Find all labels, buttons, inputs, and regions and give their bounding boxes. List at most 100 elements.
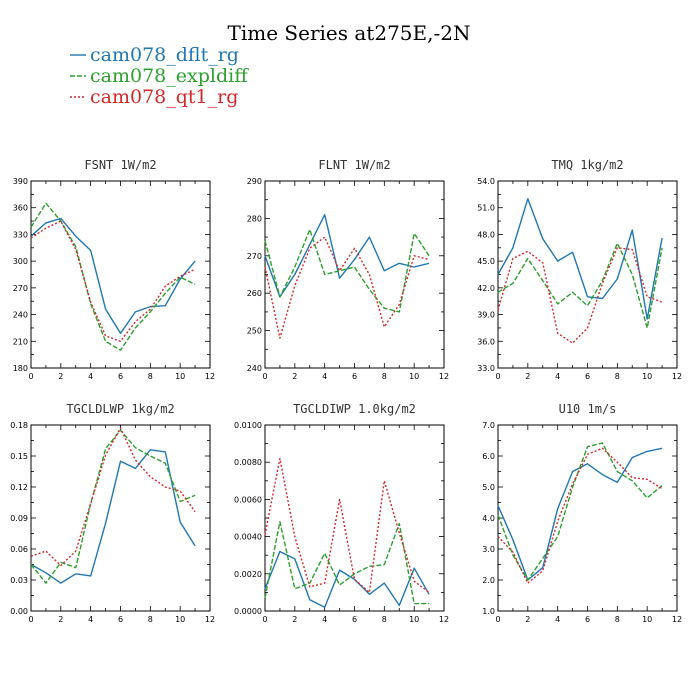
x-tick-label: 6 — [585, 372, 590, 381]
y-tick-label: 48.0 — [477, 230, 495, 239]
chart-panel-2: FLNT 1W/m2 0 2 4 6 8 10 12 240 250 260 270 280 290 — [247, 158, 449, 381]
x-tick-label: 10 — [409, 372, 419, 381]
series-line-cam078_qt1_rg — [30, 220, 196, 342]
y-tick-label: 270 — [13, 284, 28, 293]
x-tick-label: 8 — [615, 372, 620, 381]
y-tick-label: 7.0 — [482, 421, 495, 430]
x-tick-label: 4 — [555, 372, 560, 381]
series-line-cam078_qt1_rg — [497, 247, 663, 344]
x-tick-label: 2 — [58, 615, 63, 624]
x-tick-label: 0 — [28, 615, 33, 624]
y-tick-label: 0.0040 — [234, 533, 262, 542]
x-tick-label: 12 — [205, 615, 215, 624]
chart-title: FSNT 1W/m2 — [84, 158, 156, 172]
x-tick-label: 4 — [555, 615, 560, 624]
x-tick-label: 2 — [292, 615, 297, 624]
x-tick-label: 10 — [642, 615, 652, 624]
y-tick-label: 0.12 — [10, 483, 28, 492]
y-tick-label: 0.00 — [10, 607, 28, 616]
y-tick-label: 240 — [13, 311, 28, 320]
y-tick-label: 0.0020 — [234, 570, 262, 579]
y-tick-label: 250 — [247, 327, 262, 336]
y-tick-label: 0.06 — [10, 545, 28, 554]
x-tick-label: 2 — [525, 372, 530, 381]
legend-label-qt1: cam078_qt1_rg — [90, 86, 238, 108]
y-tick-label: 210 — [13, 337, 28, 346]
x-tick-label: 8 — [615, 615, 620, 624]
x-tick-label: 2 — [58, 372, 63, 381]
y-tick-label: 300 — [13, 257, 28, 266]
figure-title: Time Series at275E,-2N — [228, 21, 471, 45]
y-tick-label: 36.0 — [477, 337, 495, 346]
y-tick-label: 42.0 — [477, 284, 495, 293]
series-line-cam078_dflt_rg — [264, 550, 430, 608]
y-tick-label: 0.0100 — [234, 421, 262, 430]
chart-title: TMQ 1kg/m2 — [551, 158, 623, 172]
x-tick-label: 2 — [292, 372, 297, 381]
y-tick-label: 0.09 — [10, 514, 28, 523]
plot-frame — [264, 424, 445, 612]
chart-panel-5: TGCLDIWP 1.0kg/m2 0 2 4 6 8 10 12 0.0000 0.0020 0.… — [234, 402, 449, 624]
series-line-cam078_dflt_rg — [497, 198, 663, 320]
x-tick-label: 8 — [148, 372, 153, 381]
plot-frame — [30, 424, 211, 612]
y-tick-label: 260 — [247, 289, 262, 298]
y-tick-label: 2.0 — [482, 576, 495, 585]
x-tick-label: 4 — [88, 615, 93, 624]
x-tick-label: 6 — [352, 615, 357, 624]
plot-frame — [497, 424, 678, 612]
x-tick-label: 0 — [495, 615, 500, 624]
chart-title: FLNT 1W/m2 — [318, 158, 390, 172]
series-line-cam078_qt1_rg — [497, 447, 663, 584]
y-tick-label: 33.0 — [477, 364, 495, 373]
x-tick-label: 0 — [262, 615, 267, 624]
y-tick-label: 240 — [247, 364, 262, 373]
x-tick-label: 12 — [672, 372, 682, 381]
series-line-cam078_qt1_rg — [30, 427, 196, 567]
y-tick-label: 39.0 — [477, 311, 495, 320]
series-line-cam078_dflt_rg — [30, 217, 196, 334]
x-tick-label: 4 — [88, 372, 93, 381]
x-tick-label: 8 — [382, 615, 387, 624]
x-tick-label: 12 — [205, 372, 215, 381]
legend: cam078_dflt_rg cam078_expldiff cam078_qt… — [70, 44, 249, 108]
series-line-cam078_qt1_rg — [264, 236, 430, 339]
x-tick-label: 6 — [118, 615, 123, 624]
x-tick-label: 6 — [118, 372, 123, 381]
x-tick-label: 8 — [148, 615, 153, 624]
chart-title: U10 1m/s — [559, 402, 617, 416]
chart-panel-1: FSNT 1W/m2 0 2 4 6 8 10 12 180 210 240 270 300 330 360… — [13, 158, 215, 381]
y-tick-label: 0.0080 — [234, 458, 262, 467]
series-line-cam078_dflt_rg — [30, 449, 196, 584]
series-line-cam078_qt1_rg — [264, 457, 430, 594]
series-line-cam078_expldiff — [497, 242, 663, 329]
x-tick-label: 0 — [28, 372, 33, 381]
legend-label-dflt: cam078_dflt_rg — [90, 44, 239, 66]
y-tick-label: 54.0 — [477, 177, 495, 186]
x-tick-label: 4 — [322, 372, 327, 381]
x-tick-label: 6 — [585, 615, 590, 624]
x-tick-label: 10 — [642, 372, 652, 381]
y-tick-label: 270 — [247, 252, 262, 261]
series-line-cam078_expldiff — [264, 228, 430, 313]
y-tick-label: 390 — [13, 177, 28, 186]
y-tick-label: 5.0 — [482, 483, 495, 492]
x-tick-label: 0 — [495, 372, 500, 381]
y-tick-label: 51.0 — [477, 204, 495, 213]
y-tick-label: 0.0060 — [234, 495, 262, 504]
chart-title: TGCLDIWP 1.0kg/m2 — [293, 402, 416, 416]
x-tick-label: 12 — [439, 615, 449, 624]
x-tick-label: 10 — [175, 372, 185, 381]
x-tick-label: 10 — [175, 615, 185, 624]
y-tick-label: 6.0 — [482, 452, 495, 461]
x-tick-label: 10 — [409, 615, 419, 624]
chart-title: TGCLDLWP 1kg/m2 — [66, 402, 174, 416]
x-tick-label: 4 — [322, 615, 327, 624]
y-tick-label: 3.0 — [482, 545, 495, 554]
chart-panel-3: TMQ 1kg/m2 0 2 4 6 8 10 12 33.0 36.0 39.0 42.0 45.0 4… — [477, 158, 682, 381]
x-tick-label: 0 — [262, 372, 267, 381]
chart-panel-6: U10 1m/s 0 2 4 6 8 10 12 1.0 2.0 3.0 4.0 5.0 6.0 7.0 — [482, 402, 682, 624]
y-tick-label: 0.0000 — [234, 607, 262, 616]
x-tick-label: 12 — [439, 372, 449, 381]
